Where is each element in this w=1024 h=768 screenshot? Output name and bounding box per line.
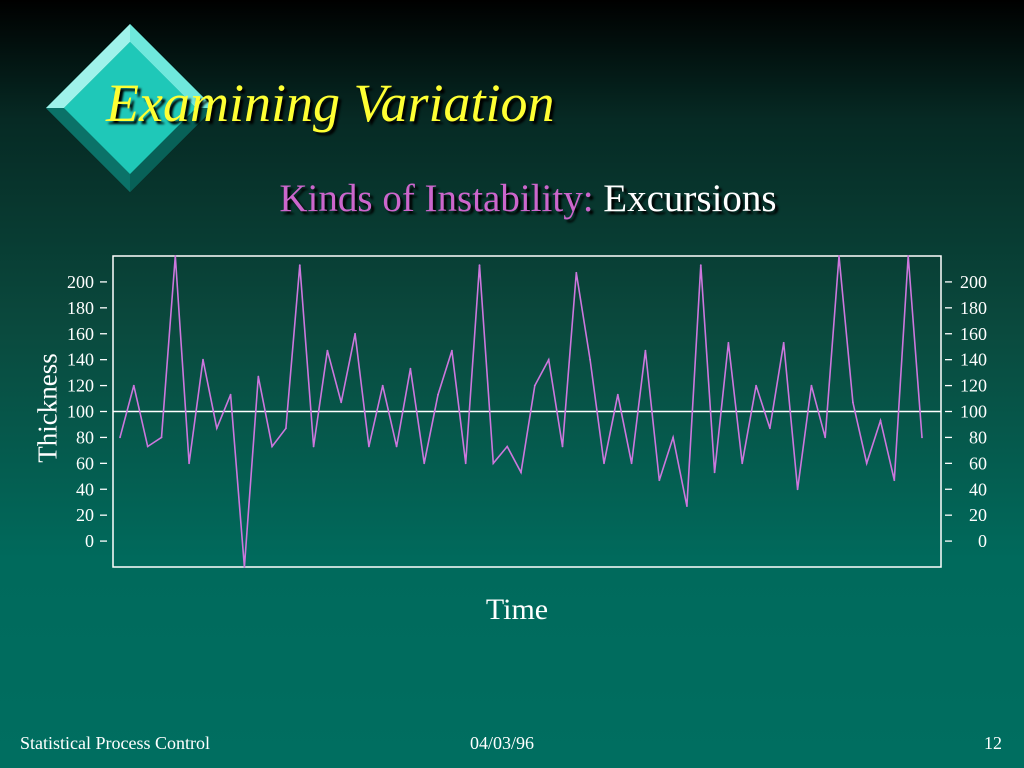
data-point: [437, 393, 439, 396]
data-point: [160, 436, 163, 439]
slide-title: Examining Variation: [106, 73, 555, 133]
data-point: [119, 436, 121, 439]
data-point: [146, 445, 149, 448]
data-point: [782, 341, 785, 344]
data-point: [451, 349, 453, 352]
y-tick-label-left: 0: [85, 531, 94, 551]
data-point: [520, 471, 522, 474]
y-tick-label-left: 200: [67, 272, 94, 292]
data-point: [907, 255, 910, 257]
data-point: [340, 401, 343, 404]
y-tick-label-left: 80: [76, 427, 94, 447]
y-axis-label-text: Thickness: [32, 353, 63, 463]
data-point: [423, 462, 426, 465]
data-point: [575, 271, 578, 274]
data-point: [810, 384, 813, 387]
y-axis-left: 0 20 40 60 80 100 120 140 160 180 200: [67, 272, 107, 551]
data-point: [921, 436, 923, 439]
data-point: [478, 264, 481, 266]
data-point: [354, 332, 356, 335]
slide-subtitle: Kinds of Instability: Excursions: [0, 176, 1024, 221]
data-point: [699, 264, 702, 266]
y-tick-label-right: 0: [978, 531, 987, 551]
data-point: [852, 401, 854, 404]
data-point: [312, 445, 315, 448]
y-tick-label-left: 120: [67, 376, 94, 396]
data-point: [547, 358, 550, 361]
data-point: [879, 419, 882, 422]
data-point: [616, 393, 619, 396]
y-tick-label-right: 160: [960, 324, 987, 344]
diamond-icon: [46, 24, 214, 192]
data-point: [257, 375, 260, 378]
data-point: [630, 462, 633, 465]
y-tick-label-right: 120: [960, 376, 987, 396]
y-axis-right: 0 20 40 60 80 100 120 140 160 180 200: [945, 272, 987, 551]
footer-date: 04/03/96: [470, 733, 535, 753]
data-point: [174, 255, 177, 257]
x-axis-label: Time: [485, 593, 549, 626]
y-tick-label-right: 140: [960, 350, 987, 370]
data-point: [271, 445, 273, 448]
data-point: [229, 393, 232, 396]
data-point: [796, 488, 799, 491]
data-point: [409, 367, 412, 370]
y-tick-label-right: 20: [969, 505, 987, 525]
y-tick-label-left: 20: [76, 505, 94, 525]
data-point: [285, 427, 287, 430]
data-point: [298, 264, 301, 266]
footer-left: Statistical Process Control: [20, 733, 210, 753]
y-tick-label-left: 100: [67, 402, 94, 422]
data-point: [492, 462, 495, 465]
data-point: [243, 566, 246, 568]
y-tick-label-right: 200: [960, 272, 987, 292]
data-point: [713, 471, 716, 474]
data-point: [188, 462, 191, 465]
data-point: [215, 427, 218, 430]
data-points: [119, 255, 923, 568]
data-point: [769, 427, 771, 430]
y-tick-label-left: 40: [76, 479, 94, 499]
data-point: [838, 255, 840, 257]
y-tick-label-right: 40: [969, 479, 987, 499]
data-point: [506, 445, 509, 448]
data-point: [603, 462, 605, 465]
data-point: [132, 384, 135, 387]
data-point: [381, 384, 384, 387]
y-tick-label-left: 180: [67, 298, 94, 318]
data-point: [686, 505, 688, 507]
data-point: [561, 445, 564, 448]
data-point: [672, 436, 674, 439]
y-tick-label-right: 100: [960, 402, 987, 422]
data-point: [533, 384, 536, 387]
data-point: [644, 349, 647, 352]
data-point: [727, 341, 730, 344]
data-point: [464, 462, 467, 465]
data-point: [589, 358, 591, 361]
subtitle-emphasis: Excursions: [603, 177, 777, 220]
data-point: [326, 349, 329, 352]
data-point: [893, 479, 896, 482]
y-tick-label-left: 160: [67, 324, 94, 344]
y-tick-label-left: 140: [67, 350, 94, 370]
data-point: [741, 462, 744, 465]
data-point: [865, 462, 868, 465]
footer-page-number: 12: [984, 733, 1002, 753]
data-point: [755, 384, 757, 387]
data-point: [202, 358, 204, 361]
subtitle-prefix: Kinds of Instability:: [279, 177, 594, 220]
data-point: [368, 445, 370, 448]
y-tick-label-left: 60: [76, 453, 94, 473]
data-point: [824, 436, 827, 439]
data-point: [395, 445, 398, 448]
y-tick-label-right: 60: [969, 453, 987, 473]
data-point: [658, 479, 661, 482]
y-tick-label-right: 180: [960, 298, 987, 318]
y-tick-label-right: 80: [969, 427, 987, 447]
